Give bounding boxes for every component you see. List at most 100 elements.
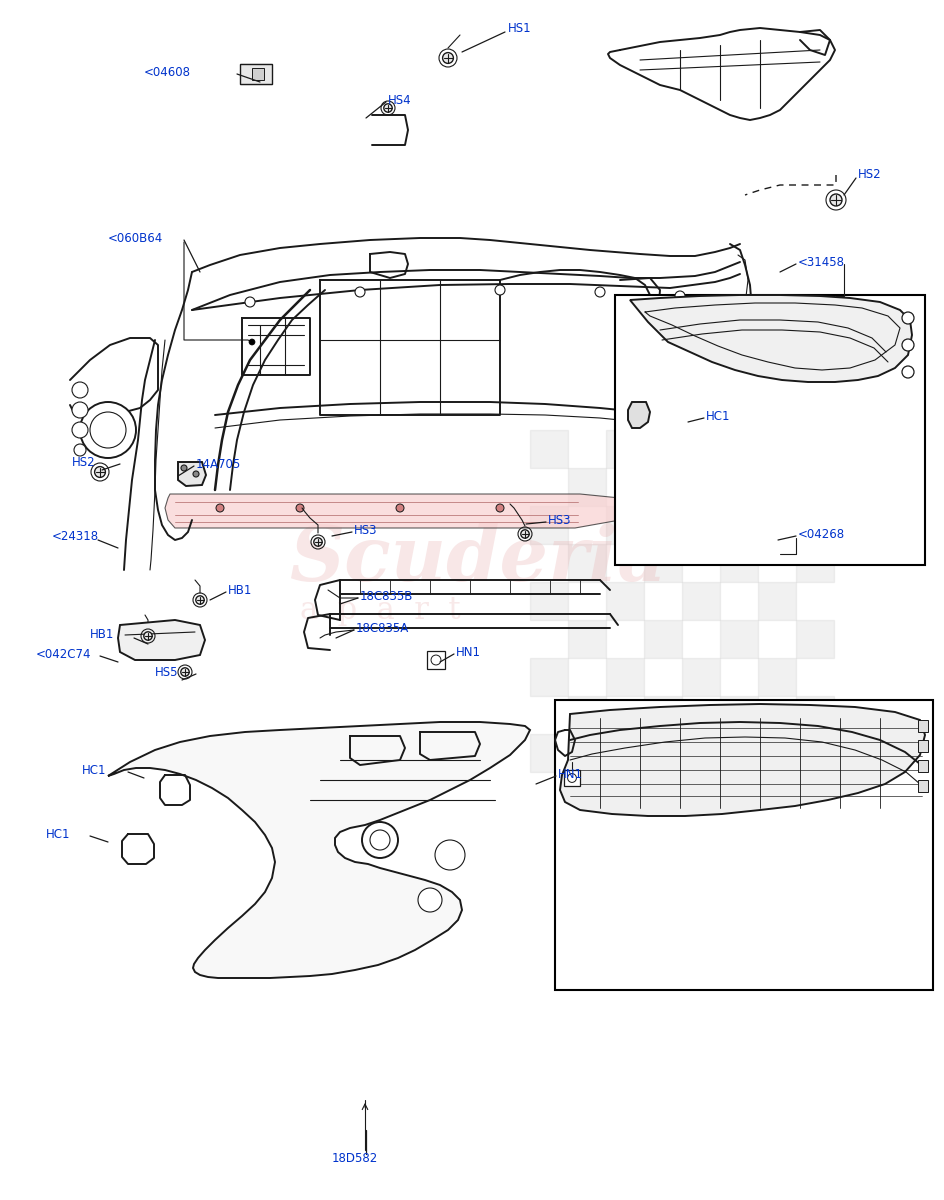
Bar	[606, 734, 644, 772]
Bar	[918, 740, 928, 752]
Bar	[758, 658, 796, 696]
Circle shape	[296, 504, 304, 512]
Bar	[682, 506, 720, 544]
Circle shape	[181, 464, 187, 470]
Polygon shape	[560, 704, 925, 816]
Bar	[564, 770, 580, 786]
Text: <04608: <04608	[144, 66, 191, 78]
Bar	[615, 295, 925, 565]
Circle shape	[249, 338, 255, 346]
Circle shape	[90, 412, 126, 448]
Circle shape	[830, 194, 842, 206]
Text: <31458: <31458	[798, 256, 845, 269]
Bar	[796, 468, 834, 506]
Text: HC1: HC1	[706, 409, 731, 422]
Text: <24318: <24318	[52, 529, 99, 542]
Bar	[606, 506, 644, 544]
Circle shape	[384, 103, 392, 113]
Circle shape	[396, 504, 404, 512]
Polygon shape	[178, 462, 206, 486]
Text: HS3: HS3	[548, 514, 571, 527]
Circle shape	[370, 830, 390, 850]
Bar	[720, 468, 758, 506]
Bar	[918, 780, 928, 792]
Bar	[758, 582, 796, 620]
Circle shape	[496, 504, 504, 512]
Circle shape	[495, 284, 505, 295]
Bar	[682, 734, 720, 772]
Text: HN1: HN1	[456, 646, 481, 659]
Text: HS2: HS2	[858, 168, 882, 181]
Circle shape	[362, 822, 398, 858]
Bar	[568, 696, 606, 734]
Bar	[918, 760, 928, 772]
Bar	[720, 544, 758, 582]
Bar	[682, 658, 720, 696]
Circle shape	[193, 470, 199, 476]
Text: 18D582: 18D582	[332, 1152, 379, 1164]
Bar	[720, 696, 758, 734]
Text: 18C835A: 18C835A	[356, 622, 410, 635]
Circle shape	[143, 631, 152, 641]
Polygon shape	[165, 494, 625, 528]
Bar	[530, 734, 568, 772]
Bar	[720, 620, 758, 658]
Bar	[568, 544, 606, 582]
Text: HS5: HS5	[155, 666, 178, 678]
Text: <060B64: <060B64	[108, 232, 163, 245]
Bar	[606, 430, 644, 468]
Bar	[682, 582, 720, 620]
Circle shape	[195, 595, 204, 605]
Circle shape	[435, 840, 465, 870]
Text: HC1: HC1	[82, 763, 107, 776]
Text: <04268: <04268	[798, 528, 845, 540]
Polygon shape	[108, 722, 530, 978]
Bar	[796, 544, 834, 582]
Circle shape	[72, 382, 88, 398]
Circle shape	[418, 888, 442, 912]
Text: 18C835B: 18C835B	[360, 589, 413, 602]
Polygon shape	[628, 402, 650, 428]
Text: HN1: HN1	[558, 768, 583, 780]
Bar	[644, 620, 682, 658]
Bar	[530, 658, 568, 696]
Circle shape	[72, 422, 88, 438]
Circle shape	[72, 402, 88, 418]
Bar	[918, 720, 928, 732]
Text: HS1: HS1	[508, 22, 531, 35]
Circle shape	[902, 366, 914, 378]
Bar	[568, 468, 606, 506]
Bar	[644, 468, 682, 506]
Circle shape	[355, 287, 365, 296]
Circle shape	[74, 444, 86, 456]
Bar	[606, 582, 644, 620]
Circle shape	[902, 338, 914, 350]
Bar	[530, 582, 568, 620]
Bar	[758, 430, 796, 468]
Circle shape	[216, 504, 224, 512]
Bar	[644, 696, 682, 734]
Bar	[796, 696, 834, 734]
Bar	[606, 658, 644, 696]
Text: 14A705: 14A705	[196, 457, 242, 470]
Bar	[555, 700, 933, 990]
Circle shape	[245, 296, 255, 307]
Polygon shape	[630, 295, 912, 382]
Bar	[240, 64, 272, 84]
Bar	[758, 506, 796, 544]
Text: HS4: HS4	[388, 94, 412, 107]
Text: HS2: HS2	[72, 456, 95, 468]
Circle shape	[675, 290, 685, 301]
Text: HB1: HB1	[228, 583, 252, 596]
Text: <042C74: <042C74	[36, 648, 92, 660]
Bar	[644, 544, 682, 582]
Text: Scuderia: Scuderia	[290, 523, 667, 596]
Bar	[796, 620, 834, 658]
Text: HS3: HS3	[354, 523, 378, 536]
Circle shape	[94, 467, 106, 478]
Circle shape	[595, 287, 605, 296]
Bar	[530, 506, 568, 544]
Circle shape	[902, 312, 914, 324]
Bar	[427, 650, 445, 670]
Bar	[682, 430, 720, 468]
